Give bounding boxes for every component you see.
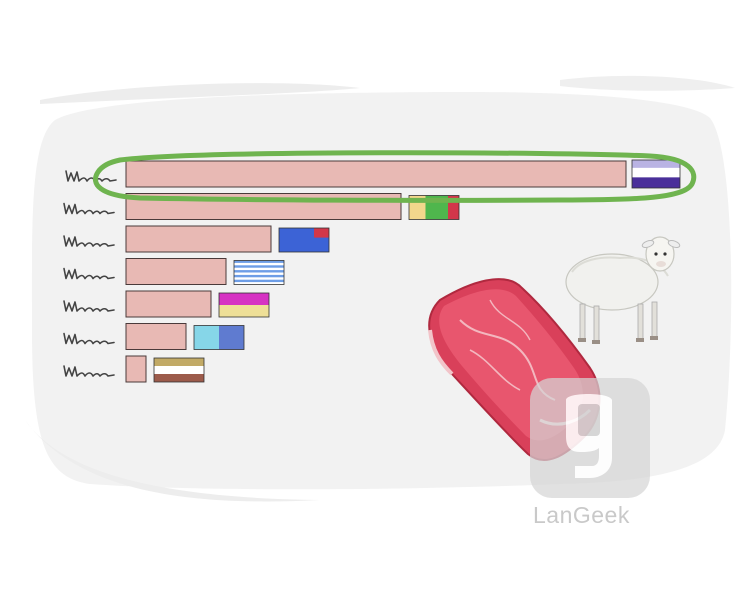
flag-blue-white-navy-icon [631,159,681,189]
row-label-scribble-4 [63,267,115,280]
flag-blue-white-stripes-icon [233,260,285,285]
row-label-scribble-3 [63,235,115,247]
background-brush-stroke-top [40,83,360,104]
bars [125,160,627,383]
langeek-logo-icon [530,378,650,498]
sheep-image [565,236,681,344]
background-brush-stroke-top-right [560,75,735,91]
bar-rank-3 [125,225,272,253]
bar-rank-7 [125,355,147,383]
highlight-ring [92,150,697,203]
flag-cyan-blue-icon [193,325,245,350]
flag-olive-white-brown-icon [153,357,205,383]
row-label-scribble-5 [63,300,115,312]
watermark-text: LanGeek [533,502,630,528]
row-label-scribble-2 [63,202,115,215]
flag-blue-red-icon [278,227,330,253]
bar-rank-6 [125,323,187,350]
flags [153,159,681,383]
bar-rank-4 [125,258,227,285]
row-label-scribble-6 [63,332,115,345]
flag-magenta-yellow-icon [218,292,270,318]
bar-rank-1 [125,160,627,188]
row-label-scribble-7 [63,365,115,377]
bar-rank-5 [125,290,212,318]
